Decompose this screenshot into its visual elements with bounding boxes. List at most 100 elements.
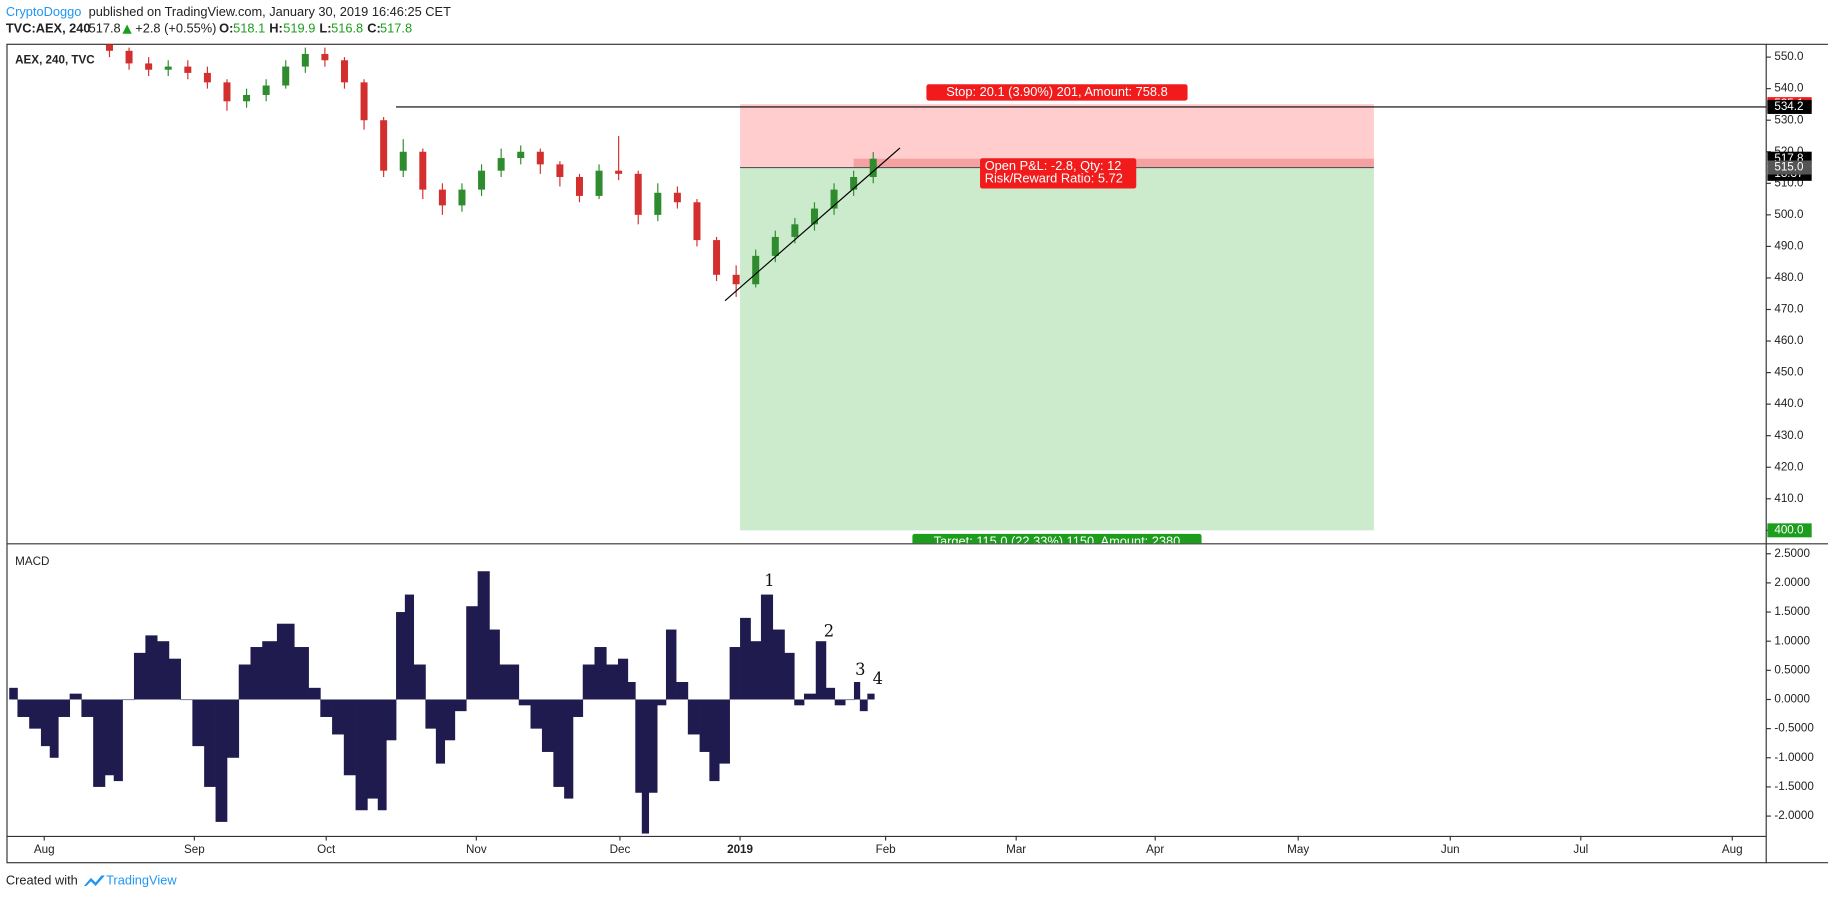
y-tick-label: 530.0 — [1774, 113, 1804, 126]
x-tick-label: Nov — [466, 843, 487, 856]
macd-bar — [825, 687, 836, 700]
candle-body — [145, 63, 153, 70]
macd-bar — [226, 699, 240, 758]
macd-bar — [687, 699, 700, 735]
y-tick-label: 430.0 — [1774, 429, 1804, 442]
wave-label: 3 — [855, 660, 865, 679]
candle-body — [693, 202, 701, 241]
candle-body — [321, 53, 329, 61]
candle-body — [869, 158, 877, 177]
high: 519.9 — [283, 21, 315, 36]
candle-body — [458, 189, 466, 206]
y-tick-label: 2.5000 — [1774, 547, 1810, 560]
y-tick-label: 420.0 — [1774, 460, 1804, 473]
candle-body — [830, 189, 838, 209]
candle-body — [634, 173, 642, 215]
candle-body — [595, 170, 603, 196]
macd-bar — [58, 699, 71, 717]
macd-bar — [489, 629, 500, 700]
candle-body — [556, 164, 564, 177]
macd-bar — [404, 594, 415, 700]
published: published on TradingView.com, January 30… — [89, 4, 451, 19]
macd-bar — [69, 693, 82, 700]
y-tick-label: 460.0 — [1774, 334, 1804, 347]
macd-bar — [250, 647, 263, 700]
chart-frame — [6, 43, 1767, 864]
macd-bar — [29, 699, 42, 729]
macd-bar — [760, 594, 774, 700]
x-tick-label: Mar — [1006, 843, 1026, 856]
x-tick-label: Feb — [876, 843, 896, 856]
macd-bar — [665, 629, 677, 700]
candle-body — [478, 170, 486, 190]
candle-body — [810, 208, 818, 225]
macd-bar — [454, 699, 467, 712]
macd-bar — [709, 699, 720, 782]
candle-body — [575, 176, 583, 196]
last-price: 517.8 — [89, 21, 121, 36]
candle-body — [243, 94, 251, 102]
macd-bar — [530, 699, 543, 729]
macd-bar — [784, 652, 795, 700]
stop-zone — [740, 104, 1374, 168]
candle-body — [203, 72, 211, 83]
author[interactable]: CryptoDoggo — [6, 4, 82, 19]
price-tag-label: 534.2 — [1774, 100, 1803, 113]
symbol: TVC:AEX, 240 — [6, 21, 91, 36]
price-tag — [1767, 99, 1812, 114]
macd-bar — [180, 699, 193, 701]
macd-bar — [815, 641, 827, 700]
macd-pane — [9, 571, 875, 834]
macd-bar — [541, 699, 554, 752]
footer-brand[interactable]: TradingView — [106, 873, 177, 888]
x-tick-label: 2019 — [727, 843, 753, 856]
candle-body — [419, 151, 427, 190]
rr-label: Risk/Reward Ratio: 5.72 — [985, 171, 1123, 186]
macd-bar — [641, 699, 650, 834]
target-label-bg — [912, 533, 1202, 544]
macd-bar — [676, 682, 689, 700]
macd-bar — [699, 699, 710, 752]
up-arrow — [122, 24, 132, 34]
macd-bar — [40, 699, 51, 747]
y-tick-label: -0.5000 — [1774, 722, 1814, 735]
high-label: H: — [269, 21, 283, 36]
target-zone — [740, 167, 1374, 531]
x-tick-label: Sep — [184, 843, 205, 856]
candle-body — [438, 189, 446, 206]
candle-body — [282, 66, 290, 86]
open: 518.1 — [233, 21, 265, 36]
candle-body — [713, 240, 721, 275]
candle-body — [673, 192, 681, 203]
macd-bar — [276, 623, 295, 700]
macd-bar — [635, 699, 643, 793]
macd-bar — [606, 664, 619, 700]
pane-title: AEX, 240, TVC — [15, 54, 95, 67]
candle-body — [497, 158, 505, 171]
macd-bar — [122, 699, 135, 701]
close-label: C: — [367, 21, 381, 36]
macd-bar — [157, 641, 170, 700]
y-tick-label: 500.0 — [1774, 208, 1804, 221]
macd-bar — [93, 699, 106, 787]
candle-body — [850, 176, 858, 190]
macd-bar — [343, 699, 356, 776]
x-tick-label: Aug — [34, 843, 55, 856]
macd-bar — [262, 641, 278, 700]
macd-bar — [582, 664, 595, 700]
axes: 400.0 410.0 420.0 430.0 440.0 450.0 460.0 470.0… — [34, 50, 1815, 856]
y-tick-label: 0.0000 — [1774, 693, 1810, 706]
macd-bar — [204, 699, 216, 787]
candle-body — [164, 66, 172, 70]
wave-label: 1 — [764, 571, 774, 590]
candle-body — [517, 151, 525, 159]
macd-bar — [396, 612, 406, 700]
y-tick-label: 1.5000 — [1774, 605, 1810, 618]
y-tick-label: -2.0000 — [1774, 809, 1814, 822]
macd-bar — [466, 606, 478, 700]
x-tick-label: Dec — [610, 843, 631, 856]
macd-bar — [435, 699, 446, 764]
candle-body — [732, 274, 740, 285]
candle-body — [360, 82, 368, 121]
